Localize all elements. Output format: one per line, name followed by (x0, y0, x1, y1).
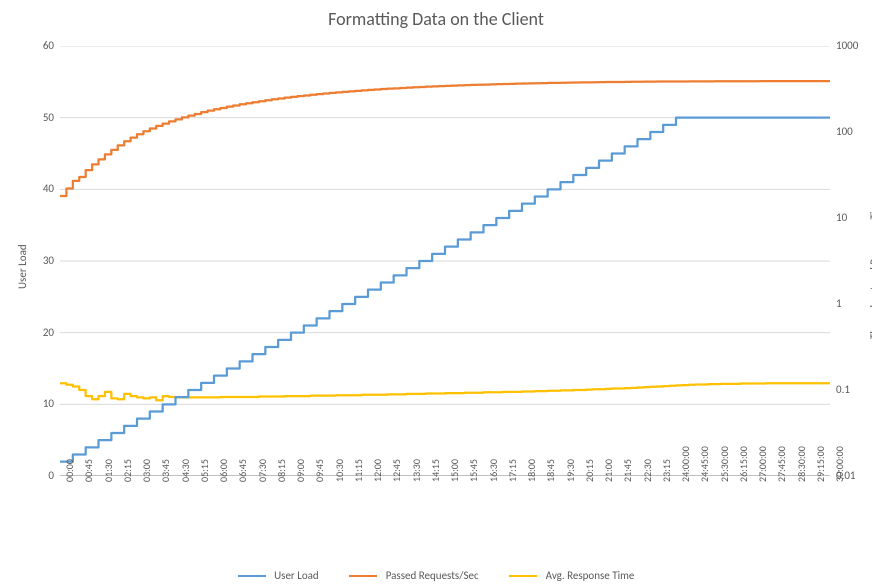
legend-swatch (238, 575, 266, 577)
x-tick: 12:45 (390, 459, 403, 482)
x-tick: 23:15 (660, 459, 673, 482)
x-tick: 24:00:00 (679, 446, 692, 482)
x-tick: 13:30 (410, 459, 423, 482)
legend-label: Avg. Response Time (546, 569, 635, 582)
legend-item-passed-requests: Passed Requests/Sec (349, 569, 478, 582)
x-tick: 16:30 (487, 459, 500, 482)
y-tick-left: 0 (26, 469, 54, 482)
x-tick: 18:45 (544, 459, 557, 482)
x-tick: 04:30 (179, 459, 192, 482)
legend-label: Passed Requests/Sec (386, 569, 479, 582)
y-tick-left: 30 (26, 254, 54, 267)
x-tick: 22:30 (641, 459, 654, 482)
x-tick: 01:30 (102, 459, 115, 482)
x-tick: 03:00 (140, 459, 153, 482)
y-tick-right: 0.1 (836, 383, 850, 396)
x-tick: 15:45 (467, 459, 480, 482)
x-tick: 03:45 (159, 459, 172, 482)
y-tick-left: 50 (26, 111, 54, 124)
legend: User Load Passed Requests/Sec Avg. Respo… (0, 569, 872, 582)
x-tick: 09:00 (294, 459, 307, 482)
y-tick-right: 10 (836, 211, 847, 224)
x-tick: 06:00 (217, 459, 230, 482)
x-tick: 27:45:00 (775, 446, 788, 482)
x-tick: 26:15:00 (737, 446, 750, 482)
y-tick-left: 40 (26, 182, 54, 195)
y-tick-left: 60 (26, 39, 54, 52)
x-tick: 25:30:00 (718, 446, 731, 482)
x-tick: 29:15:00 (814, 446, 827, 482)
x-tick: 00:45 (82, 459, 95, 482)
chart-container: { "title": "Formatting Data on the Clien… (0, 0, 872, 588)
legend-item-user-load: User Load (238, 569, 319, 582)
y-tick-left: 20 (26, 326, 54, 339)
x-tick: 21:00 (602, 459, 615, 482)
x-tick: 08:15 (275, 459, 288, 482)
x-tick: 17:15 (506, 459, 519, 482)
y-tick-left: 10 (26, 397, 54, 410)
y-tick-right: 1000 (836, 39, 858, 52)
plot-area (60, 46, 830, 476)
x-tick: 02:15 (121, 459, 134, 482)
x-tick: 06:45 (236, 459, 249, 482)
legend-swatch (509, 575, 537, 577)
y-tick-right: 100 (836, 125, 853, 138)
legend-item-avg-response: Avg. Response Time (509, 569, 634, 582)
x-tick: 18:00 (525, 459, 538, 482)
x-tick: 30:00:00 (833, 446, 846, 482)
x-tick: 14:15 (429, 459, 442, 482)
x-tick: 09:45 (313, 459, 326, 482)
x-tick: 07:30 (256, 459, 269, 482)
x-tick: 10:30 (333, 459, 346, 482)
x-tick: 28:30:00 (795, 446, 808, 482)
chart-title: Formatting Data on the Client (0, 8, 872, 30)
x-tick: 11:15 (352, 459, 365, 482)
x-tick: 21:45 (621, 459, 634, 482)
legend-swatch (349, 575, 377, 577)
y-tick-right: 1 (836, 297, 842, 310)
x-tick: 20:15 (583, 459, 596, 482)
legend-label: User Load (274, 569, 319, 582)
x-tick: 05:15 (198, 459, 211, 482)
x-tick: 24:45:00 (698, 446, 711, 482)
x-tick: 12:00 (371, 459, 384, 482)
x-tick: 15:00 (448, 459, 461, 482)
x-tick: 00:00 (63, 459, 76, 482)
x-tick: 27:00:00 (756, 446, 769, 482)
x-tick: 19:30 (564, 459, 577, 482)
